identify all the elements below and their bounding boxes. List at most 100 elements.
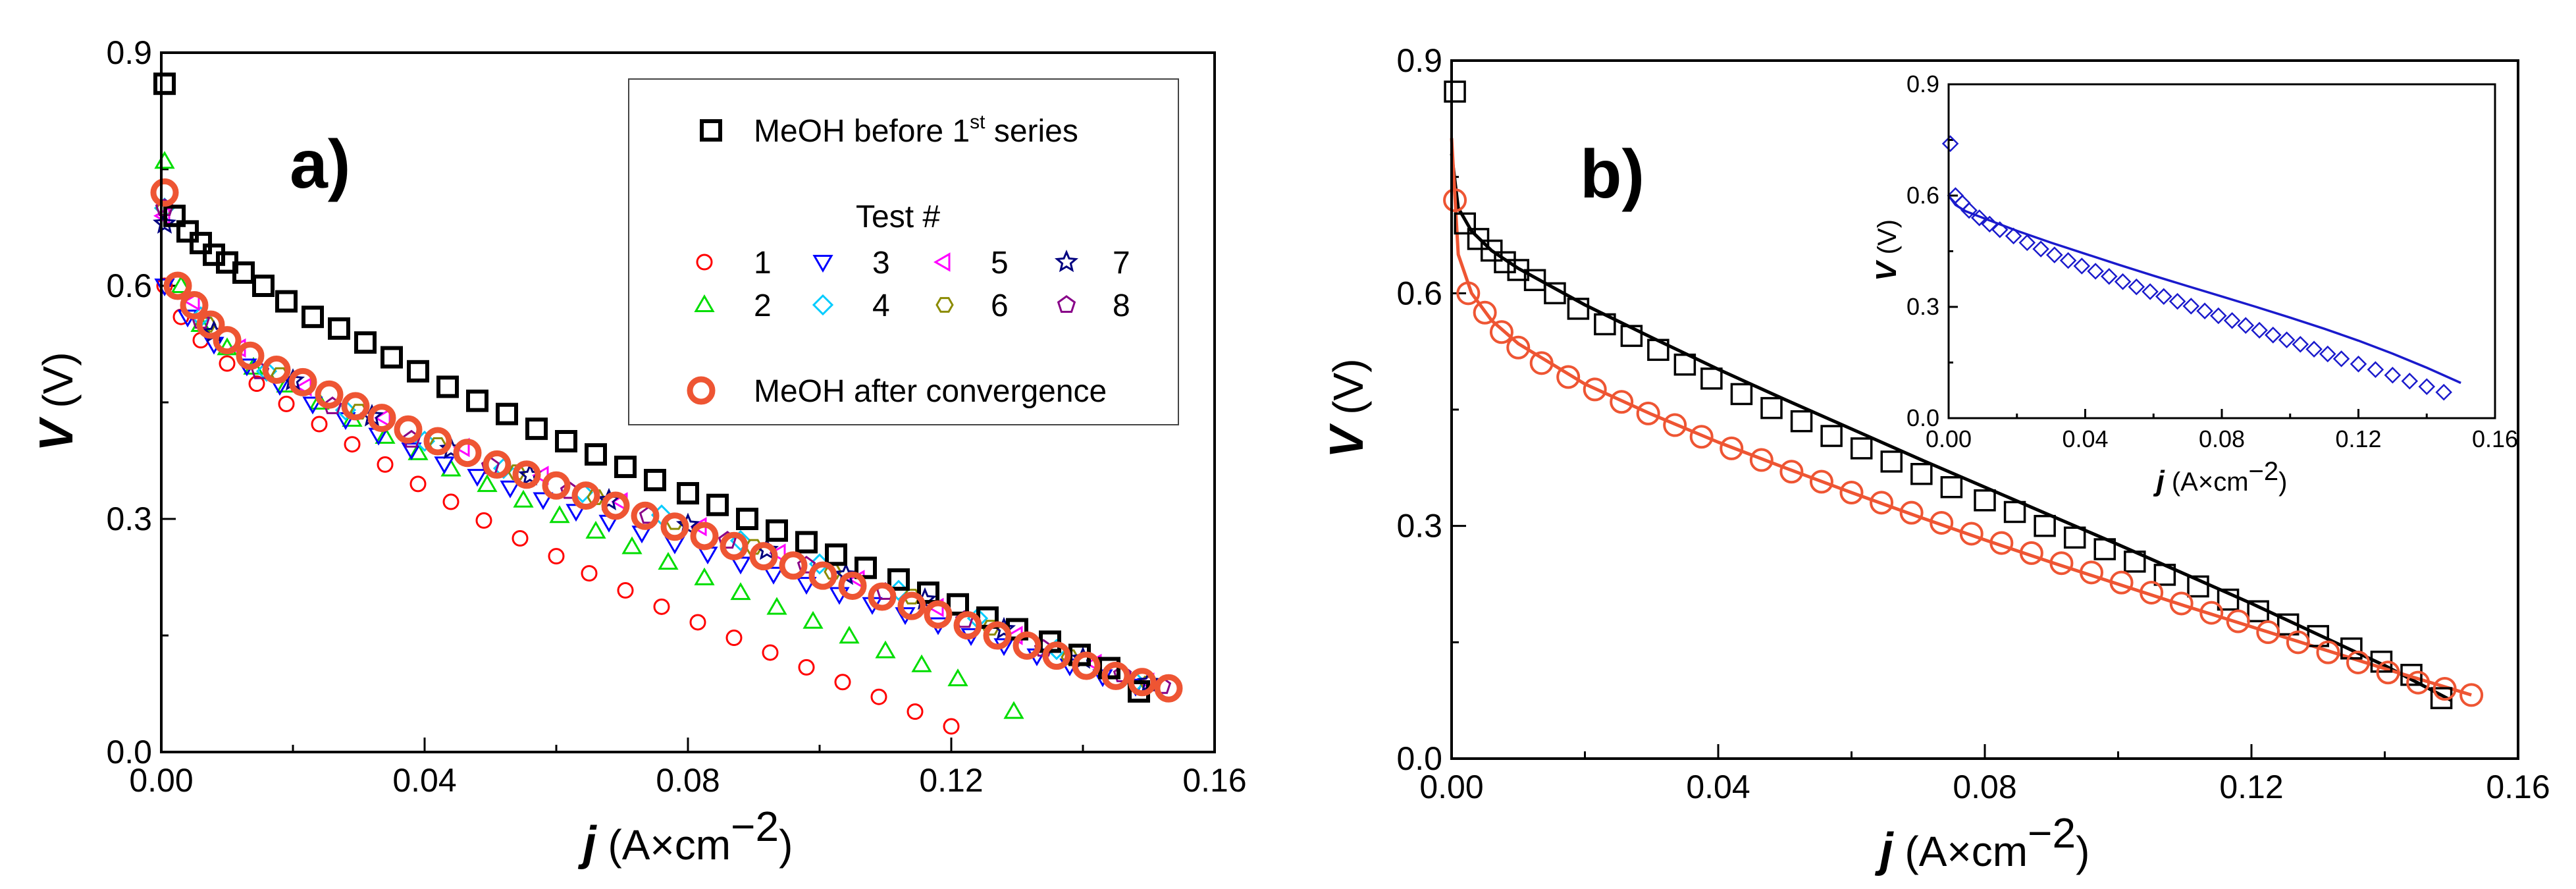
inset-data-point (2169, 292, 2186, 310)
panel-b-frame (1450, 59, 2519, 760)
data-point (163, 271, 192, 300)
data-point (749, 542, 778, 571)
legend-test-5: 5 (991, 246, 1009, 281)
series-1 (1443, 188, 2484, 707)
data-point (2169, 591, 2194, 616)
panel-a-ylabel-var: V (30, 416, 83, 452)
inset-ylabel-units: (V) (1873, 219, 1902, 261)
data-point (475, 512, 492, 529)
inset-data-point (2292, 336, 2309, 353)
fit-line (1450, 153, 2452, 702)
data-point (1556, 365, 1581, 389)
data-point (763, 566, 784, 585)
data-point (795, 531, 818, 554)
data-point (631, 501, 660, 530)
data-point (2217, 588, 2240, 611)
data-point (571, 481, 600, 510)
data-point (1663, 413, 1687, 437)
data-point (2153, 564, 2176, 586)
data-point (152, 211, 177, 234)
data-point (232, 261, 255, 284)
data-point (1720, 436, 1744, 460)
inset-data-point (2087, 263, 2104, 280)
series-0 (1444, 80, 2453, 709)
panel-a-frame (160, 51, 1216, 753)
x-tick-label: 0.12 (919, 762, 983, 799)
data-point (1636, 401, 1660, 425)
y-tick-label: 0.9 (1906, 70, 1939, 97)
data-point (802, 610, 824, 629)
data-point (2226, 609, 2250, 633)
panel-b-ylabel: V (V) (1321, 358, 1373, 458)
inset-data-point (2114, 273, 2132, 290)
y-tick-label: 0.9 (106, 34, 152, 71)
data-point (2256, 620, 2280, 645)
y-tick-label: 0.0 (1906, 404, 1939, 431)
data-point (555, 430, 577, 452)
data-point (911, 654, 932, 672)
data-point (255, 360, 278, 382)
data-point (1760, 396, 1783, 419)
data-point (2140, 580, 2164, 605)
data-point (375, 425, 396, 444)
data-point (373, 408, 391, 428)
inset-data-point (2251, 321, 2268, 339)
data-point (1870, 491, 1894, 515)
data-point (1489, 320, 1513, 344)
inset-data-point (2223, 312, 2241, 329)
inset-data-point (1941, 135, 1959, 152)
data-point (328, 317, 350, 340)
data-point (1959, 522, 1984, 546)
data-point (1647, 338, 1669, 362)
data-point (725, 630, 743, 647)
inset-series-1 (1947, 194, 2461, 385)
data-point (2109, 570, 2134, 595)
inset-series-0 (1941, 135, 2452, 401)
data-point (442, 493, 460, 510)
legend-test-1: 1 (754, 246, 772, 281)
data-point (182, 291, 200, 311)
data-point (466, 389, 488, 412)
inset-data-point (2196, 302, 2213, 319)
data-point (2003, 500, 2026, 524)
inset-xlabel-units: (A×cm (2165, 468, 2249, 497)
data-point (409, 475, 427, 493)
data-point (808, 561, 837, 590)
data-point (236, 341, 265, 370)
data-point (1930, 510, 1954, 535)
data-point (513, 489, 534, 508)
data-point (917, 581, 939, 605)
data-point (838, 571, 867, 600)
data-point (2019, 541, 2043, 565)
legend-marker-1 (696, 254, 713, 271)
data-point (2400, 664, 2423, 686)
data-point (1012, 631, 1041, 660)
data-point (1523, 269, 1546, 292)
data-point (1850, 437, 1873, 460)
data-point (1673, 353, 1696, 376)
data-point (617, 582, 634, 599)
data-point (1467, 228, 1490, 250)
data-point (1610, 390, 1634, 414)
data-point (868, 582, 897, 611)
data-point (2034, 514, 2056, 537)
data-point (839, 626, 860, 644)
legend-before-tail: series (986, 114, 1078, 149)
x-tick-label: 0.00 (1926, 425, 1972, 452)
data-point (907, 703, 924, 720)
panel-a: 0.00 0.04 0.08 0.12 0.16 0.0 0.3 0.6 0.9 a) V (V… (30, 34, 1247, 870)
data-point (2459, 683, 2484, 707)
data-point (1444, 80, 1466, 103)
data-point (1809, 470, 1833, 494)
y-tick-label: 0.0 (1396, 740, 1442, 777)
data-point (407, 442, 429, 460)
data-point (1700, 367, 1723, 390)
panel-a-label: a) (290, 126, 350, 203)
data-point (2346, 650, 2370, 674)
inset-data-point (2155, 288, 2172, 305)
legend-markers (687, 119, 1079, 405)
inset-data-point (1981, 215, 1999, 233)
panel-b-label: b) (1580, 136, 1644, 213)
data-point (467, 469, 488, 487)
data-point (1790, 410, 1813, 433)
